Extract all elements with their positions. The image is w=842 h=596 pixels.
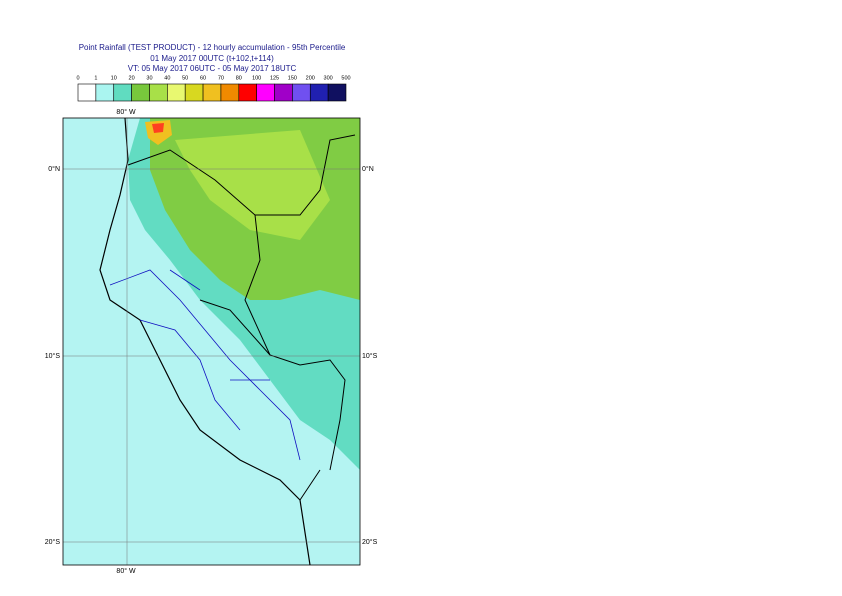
legend-tick-label: 40	[164, 75, 170, 81]
lat-label: 20°S	[45, 538, 61, 546]
legend-swatch	[202, 83, 222, 102]
legend-tick-label: 50	[182, 75, 188, 81]
lat-label: 20°S	[362, 538, 378, 546]
lat-label: 0°N	[48, 165, 60, 173]
regions	[109, 269, 301, 461]
borders	[127, 134, 356, 501]
graticule	[63, 118, 360, 565]
legend-tick-label: 1	[94, 75, 97, 81]
legend-tick-label: 125	[270, 75, 279, 81]
coastline	[99, 118, 311, 565]
legend-swatch	[95, 83, 115, 102]
legend-swatch	[292, 83, 311, 102]
legend-swatch	[113, 83, 132, 102]
rain-light-green	[175, 130, 330, 240]
map-frame	[62, 117, 361, 566]
legend-tick-label: 60	[200, 75, 206, 81]
legend-swatch	[220, 83, 240, 102]
legend-swatch	[274, 83, 293, 102]
legend-swatch	[327, 83, 347, 102]
rain-red	[152, 123, 164, 133]
legend-tick-label: 100	[252, 75, 261, 81]
legend-swatch	[131, 83, 150, 102]
legend-swatch	[184, 83, 204, 102]
lat-label: 10°S	[362, 352, 378, 360]
lat-label: 0°N	[362, 165, 374, 173]
title: Point Rainfall (TEST PRODUCT) - 12 hourl…	[79, 43, 346, 52]
legend-tick-label: 80	[236, 75, 242, 81]
legend-tick-label: 10	[111, 75, 117, 81]
lon-label: 80° W	[116, 108, 136, 116]
legend-tick-label: 500	[341, 75, 350, 81]
base-time: 01 May 2017 00UTC (t+102,t+114)	[150, 54, 274, 63]
legend-tick-label: 30	[146, 75, 152, 81]
map-area	[63, 118, 360, 565]
legend-tick-label: 300	[324, 75, 333, 81]
legend-swatch	[77, 83, 97, 102]
legend-tick-label: 20	[129, 75, 135, 81]
legend-tick-label: 200	[306, 75, 315, 81]
legend-swatch	[309, 83, 329, 102]
legend: 0 1 10 20 30 40 50 60 70 80 100 125 150 200 300 500	[76, 75, 351, 102]
lat-label: 10°S	[45, 352, 61, 360]
legend-swatch	[149, 83, 168, 102]
lon-label: 80° W	[116, 567, 136, 575]
valid-time: VT: 05 May 2017 06UTC - 05 May 2017 18UT…	[128, 64, 297, 73]
legend-tick-label: 0	[76, 75, 79, 81]
legend-tick-label: 70	[218, 75, 224, 81]
legend-swatch	[256, 83, 275, 102]
legend-tick-label: 150	[288, 75, 297, 81]
legend-swatch	[238, 83, 257, 102]
legend-swatch	[167, 83, 186, 102]
